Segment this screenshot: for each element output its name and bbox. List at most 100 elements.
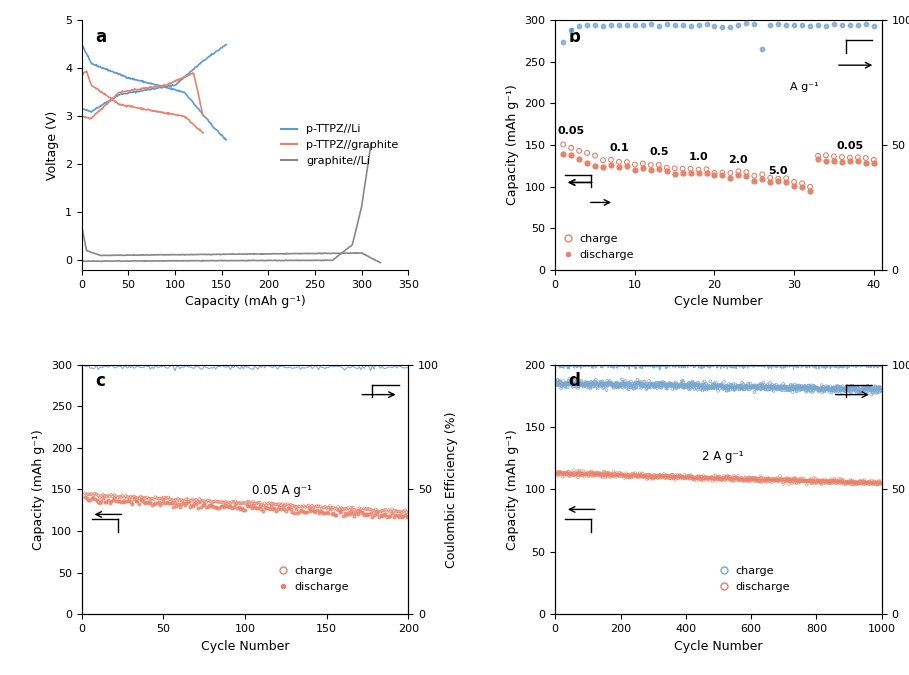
Point xyxy=(770,384,784,395)
Point xyxy=(672,382,686,393)
Point xyxy=(834,382,848,393)
Text: b: b xyxy=(568,28,580,46)
Point xyxy=(142,497,156,508)
Point xyxy=(300,507,315,518)
Point xyxy=(726,470,741,481)
Point xyxy=(630,378,644,389)
Point xyxy=(676,382,691,393)
Point xyxy=(783,382,797,393)
Point xyxy=(684,379,698,390)
Point xyxy=(745,380,760,391)
Point xyxy=(571,378,585,389)
Point xyxy=(801,477,815,488)
Point xyxy=(871,479,885,489)
Point xyxy=(711,472,725,483)
Point xyxy=(704,472,719,483)
Point xyxy=(792,474,806,485)
Text: 0.05 A g⁻¹: 0.05 A g⁻¹ xyxy=(252,485,312,497)
Point xyxy=(747,170,762,181)
Point xyxy=(581,377,595,387)
Point xyxy=(105,491,120,502)
Point xyxy=(594,378,609,389)
Point xyxy=(870,386,884,397)
Point xyxy=(686,381,701,392)
Point xyxy=(351,506,365,516)
Point xyxy=(705,379,720,390)
Point xyxy=(736,476,751,487)
Point xyxy=(259,500,274,510)
Point xyxy=(794,475,809,486)
Point xyxy=(584,377,598,387)
Point xyxy=(861,382,875,393)
Point xyxy=(622,472,636,483)
Point xyxy=(606,383,621,394)
Point xyxy=(592,379,606,390)
Point xyxy=(716,472,731,483)
Point xyxy=(639,470,654,481)
Point xyxy=(804,381,818,392)
Point xyxy=(817,476,832,487)
Point xyxy=(724,473,739,484)
Point xyxy=(756,473,771,484)
Point xyxy=(625,381,640,392)
Point xyxy=(391,512,405,522)
Point xyxy=(737,475,752,485)
Point xyxy=(372,506,386,517)
Point xyxy=(747,381,762,392)
Point xyxy=(559,377,574,388)
Point xyxy=(640,470,654,481)
Point xyxy=(261,502,275,513)
Point xyxy=(823,383,837,394)
Point xyxy=(619,471,634,482)
Point xyxy=(355,508,370,518)
Point xyxy=(569,469,584,480)
Point xyxy=(714,475,729,485)
Point xyxy=(596,380,611,391)
Point xyxy=(302,503,316,514)
Point xyxy=(722,379,736,389)
Point xyxy=(629,469,644,480)
Point xyxy=(796,473,811,484)
Point xyxy=(792,383,806,394)
Point xyxy=(552,467,566,478)
Point xyxy=(220,497,235,508)
Point xyxy=(775,477,790,487)
Point xyxy=(390,510,405,520)
Point xyxy=(825,475,840,485)
Point xyxy=(644,471,659,482)
Point xyxy=(549,377,564,388)
Point xyxy=(555,468,570,479)
Point xyxy=(575,379,590,390)
Point xyxy=(380,512,395,523)
Point xyxy=(689,379,704,390)
Point xyxy=(677,383,692,394)
Point xyxy=(614,374,629,385)
Point xyxy=(318,508,333,518)
Point xyxy=(638,470,653,481)
Point xyxy=(835,383,850,394)
Point xyxy=(726,475,741,486)
Point xyxy=(720,473,734,484)
Point xyxy=(874,478,888,489)
Point xyxy=(565,467,580,478)
Point xyxy=(566,379,581,389)
Point xyxy=(349,508,364,518)
Point xyxy=(690,473,704,484)
Point xyxy=(399,512,414,523)
Point xyxy=(787,475,802,485)
Point xyxy=(341,508,355,519)
Point xyxy=(858,479,873,489)
Point xyxy=(740,475,754,485)
Point xyxy=(707,381,722,392)
Point xyxy=(848,383,863,394)
Point xyxy=(742,382,756,393)
Point xyxy=(600,378,614,389)
Point xyxy=(754,379,769,390)
Point xyxy=(848,477,863,488)
Point xyxy=(869,477,884,488)
Point xyxy=(724,381,739,392)
Point xyxy=(732,475,746,485)
Point xyxy=(784,475,799,485)
Point xyxy=(842,381,856,392)
Point xyxy=(818,384,833,395)
